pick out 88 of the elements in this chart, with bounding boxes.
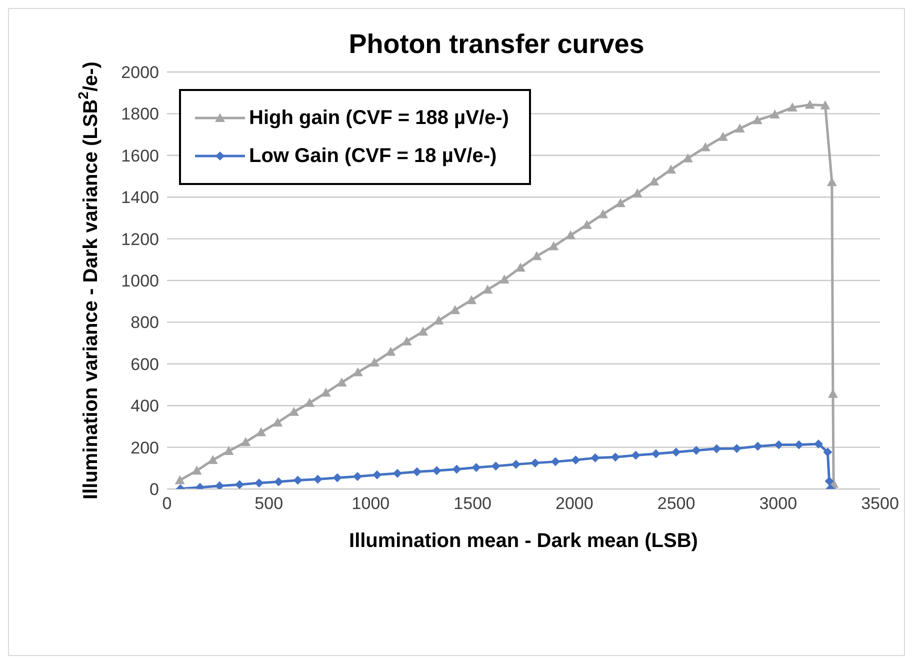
point — [418, 326, 428, 336]
y-tick-label: 800 — [130, 313, 159, 332]
point — [820, 100, 830, 110]
point — [566, 230, 576, 240]
y-tick-label: 1600 — [121, 146, 159, 166]
point — [402, 336, 412, 346]
point — [293, 476, 302, 485]
point — [386, 346, 396, 356]
point — [174, 475, 185, 484]
point — [682, 153, 693, 162]
point — [224, 446, 234, 456]
y-tick-label: 1400 — [121, 188, 159, 208]
legend-label: Low Gain (CVF = 18 µV/e-) — [249, 144, 497, 169]
x-tick-label: 1000 — [352, 494, 390, 514]
point — [452, 464, 462, 474]
point — [672, 448, 681, 457]
x-tick-label: 2000 — [556, 494, 594, 514]
x-tick-label: 500 — [254, 494, 284, 514]
point — [826, 177, 837, 186]
point — [412, 467, 422, 476]
x-axis-title: Illumination mean - Dark mean (LSB) — [349, 530, 698, 552]
x-tick-label: 1500 — [454, 494, 492, 514]
y-tick-label: 1200 — [121, 230, 159, 249]
x-tick-label: 2500 — [657, 494, 696, 514]
point — [352, 367, 363, 376]
point — [320, 388, 331, 397]
point — [631, 450, 640, 460]
chart-title: Photon transfer curves — [348, 29, 646, 60]
point — [649, 176, 660, 186]
y-tick-label: 400 — [130, 396, 159, 416]
point — [215, 481, 224, 489]
point — [372, 470, 382, 480]
point — [450, 305, 460, 314]
point — [532, 251, 542, 260]
point — [482, 284, 493, 294]
y-tick-label: 0 — [150, 480, 159, 500]
y-tick-label: 1800 — [121, 104, 159, 124]
point — [787, 102, 798, 112]
point — [632, 188, 642, 198]
point — [304, 398, 315, 407]
point — [582, 220, 592, 229]
point — [288, 406, 299, 416]
point — [369, 357, 380, 366]
y-tick-label: 2000 — [121, 63, 159, 82]
x-tick-label: 3500 — [861, 494, 899, 514]
point — [530, 458, 540, 468]
point — [332, 473, 342, 482]
point — [615, 198, 626, 208]
point — [274, 477, 284, 486]
x-tick-label: 0 — [162, 494, 172, 514]
point — [692, 446, 701, 455]
point — [240, 437, 251, 446]
point — [824, 476, 834, 486]
point — [804, 100, 815, 109]
point — [700, 142, 710, 152]
point — [823, 448, 832, 457]
point — [753, 442, 762, 451]
point — [192, 466, 202, 475]
legend-label: High gain (CVF = 188 µV/e-) — [249, 106, 509, 131]
point — [548, 241, 559, 250]
y-tick-label: 200 — [130, 438, 159, 458]
point — [472, 463, 481, 472]
point — [313, 474, 322, 484]
point — [272, 417, 283, 426]
y-tick-label: 1000 — [121, 272, 159, 291]
point — [256, 427, 266, 436]
point — [466, 295, 477, 304]
point — [752, 115, 762, 124]
point — [491, 462, 500, 471]
point — [336, 377, 347, 386]
point — [718, 132, 728, 141]
point — [666, 164, 676, 174]
point — [432, 466, 442, 476]
point — [511, 460, 520, 469]
point — [732, 444, 742, 454]
point — [235, 480, 244, 489]
y-tick-label: 600 — [130, 354, 159, 374]
point — [571, 456, 580, 465]
point — [434, 316, 444, 325]
point — [499, 274, 510, 284]
x-tick-label: 3000 — [759, 494, 798, 514]
point — [392, 468, 402, 478]
point — [208, 455, 218, 464]
point — [651, 449, 660, 458]
point — [598, 209, 608, 218]
point — [734, 124, 745, 133]
point — [770, 110, 780, 119]
point — [550, 457, 560, 466]
